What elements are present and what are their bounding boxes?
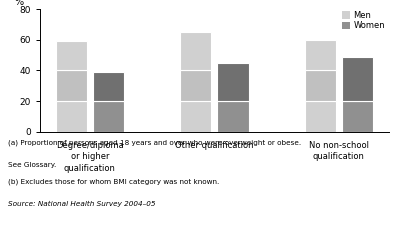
Bar [342,101,373,132]
Bar [56,101,87,132]
Bar [93,72,124,101]
Bar [93,101,124,132]
Text: (a) Proportion of persons aged 18 years and over who were overweight or obese.: (a) Proportion of persons aged 18 years … [8,140,301,146]
Bar [304,70,336,101]
Bar [180,32,211,70]
Bar [304,40,336,70]
Bar [180,70,211,101]
Text: Source: National Health Survey 2004–05: Source: National Health Survey 2004–05 [8,201,156,207]
Y-axis label: %: % [14,0,23,7]
Bar [56,70,87,101]
Bar [218,101,249,132]
Bar [180,101,211,132]
Bar [218,63,249,101]
Bar [56,41,87,70]
Text: See Glossary.: See Glossary. [8,162,56,168]
Legend: Men, Women: Men, Women [341,11,385,30]
Bar [304,101,336,132]
Text: (b) Excludes those for whom BMI category was not known.: (b) Excludes those for whom BMI category… [8,178,219,185]
Bar [342,57,373,101]
